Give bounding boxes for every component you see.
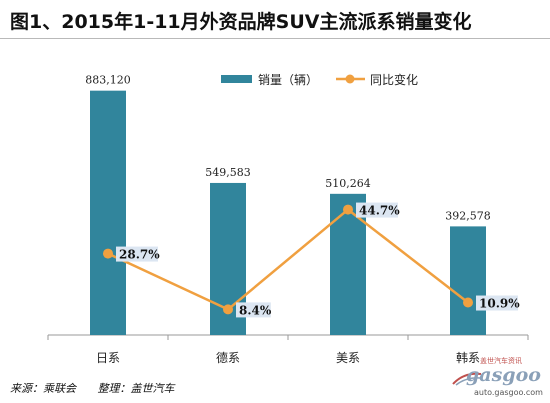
legend-line-marker (345, 74, 355, 84)
category-label: 美系 (336, 351, 360, 365)
bar-value-label: 883,120 (85, 74, 131, 87)
category-label: 韩系 (456, 350, 480, 365)
source-compiled: 整理：盖世汽车 (97, 382, 175, 395)
growth-value-label: 44.7% (359, 204, 400, 218)
growth-label-bg (236, 302, 271, 318)
gasgoo-watermark: 盖世汽车资讯 gasgoo auto.gasgoo.com (452, 356, 548, 400)
line-value-labels: 28.7% 8.4% 44.7% 10.9% (116, 202, 520, 318)
bar-value-label: 549,583 (205, 166, 251, 179)
growth-label-bg (476, 295, 518, 311)
swoosh-icon (452, 372, 482, 386)
watermark-logo: gasgoo (466, 364, 541, 386)
growth-point-3 (343, 204, 353, 215)
growth-point-1 (103, 248, 113, 259)
growth-point-2 (223, 304, 233, 315)
bar-series (90, 90, 486, 335)
growth-point-4 (463, 297, 473, 308)
category-label: 日系 (96, 351, 120, 365)
category-label: 德系 (216, 350, 240, 365)
title-divider (0, 38, 550, 39)
growth-label-bg (116, 246, 158, 262)
growth-value-label: 10.9% (479, 297, 520, 311)
chart-title: 图1、2015年1-11月外资品牌SUV主流派系销量变化 (10, 11, 472, 33)
x-axis-ticks (47, 335, 529, 340)
legend-line-label: 同比变化 (370, 72, 418, 87)
line-series (103, 204, 473, 315)
legend-bar-label: 销量（辆） (258, 73, 318, 87)
bar-4 (450, 226, 486, 335)
category-labels: 日系 德系 美系 韩系 (96, 350, 480, 365)
bar-value-labels: 883,120 549,583 510,264 392,578 (85, 74, 491, 223)
growth-label-bg (356, 202, 398, 218)
legend: 销量（辆） 同比变化 (221, 72, 418, 87)
growth-line (107, 208, 469, 311)
watermark-cn: 盖世汽车资讯 (480, 357, 522, 365)
source-origin: 来源：乘联会 (10, 382, 76, 395)
bar-1 (90, 90, 126, 335)
bar-value-label: 510,264 (325, 177, 371, 190)
watermark-url: auto.gasgoo.com (474, 388, 543, 397)
bar-value-label: 392,578 (445, 209, 491, 222)
legend-bar-swatch (221, 75, 252, 83)
source-note: 来源：乘联会 整理：盖世汽车 (10, 380, 193, 396)
growth-value-label: 8.4% (239, 303, 272, 317)
growth-value-label: 28.7% (119, 248, 160, 262)
